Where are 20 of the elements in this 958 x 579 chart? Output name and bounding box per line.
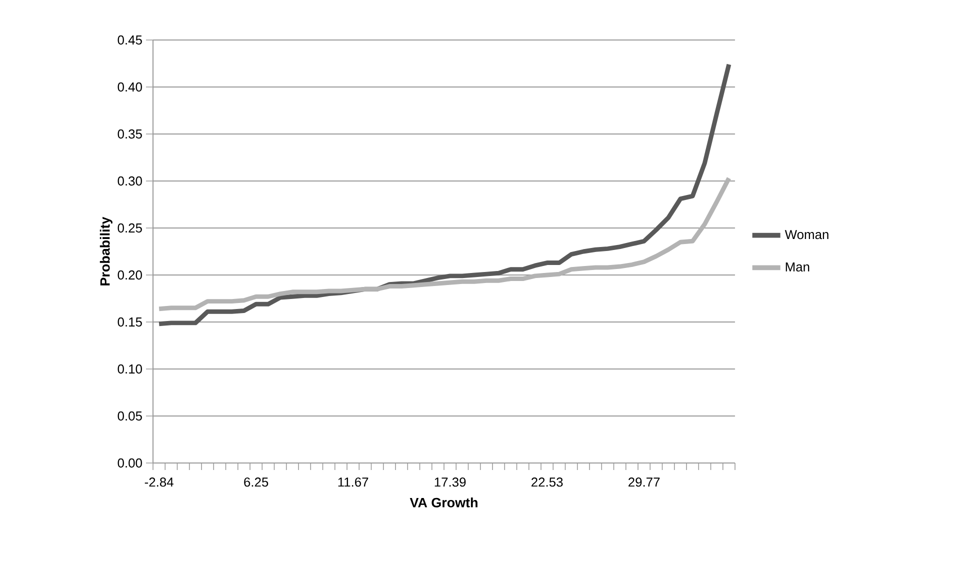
legend-label: Woman [784,230,828,240]
y-tick-label: 0.35 [118,129,142,139]
y-tick-label: 0.45 [118,35,142,45]
x-tick-label: 17.39 [434,478,466,487]
x-tick-label: 6.25 [244,478,268,487]
x-tick-label: 22.53 [532,478,563,487]
y-tick-label: 0.30 [118,176,142,186]
x-tick-label: 11.67 [338,478,368,487]
y-tick-label: 0.20 [118,270,142,280]
legend-label: Man [786,262,810,272]
y-tick-label: 0.00 [118,458,142,468]
x-axis-title: VA Growth [410,498,478,508]
y-tick-label: 0.40 [118,82,142,92]
y-tick-label: 0.10 [118,364,142,374]
x-tick-label: -2.84 [144,478,174,487]
y-axis-title: Probability [100,216,112,286]
y-tick-label: 0.15 [118,317,142,327]
y-tick-label: 0.25 [118,223,142,233]
y-tick-label: 0.05 [118,411,142,421]
x-tick-label: 29.77 [628,478,660,487]
